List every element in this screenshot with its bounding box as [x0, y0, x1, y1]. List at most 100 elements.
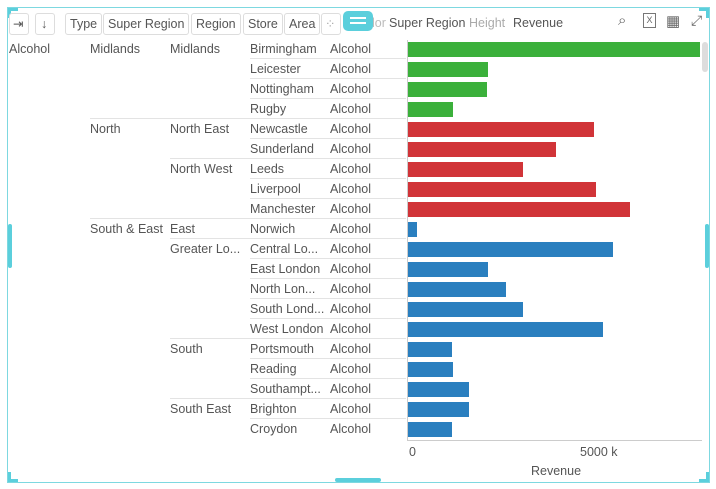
store-cell: Sunderland [250, 142, 314, 156]
add-column-button[interactable]: ⇥ [9, 13, 29, 35]
type-cell: Alcohol [9, 42, 50, 56]
bar-norwich[interactable] [408, 222, 418, 237]
row-divider [250, 418, 406, 419]
region-cell: South [170, 342, 203, 356]
area-cell: Alcohol [330, 342, 371, 356]
table-icon[interactable]: ▦ [666, 13, 681, 30]
store-cell: East London [250, 262, 321, 276]
bar-croydon[interactable] [408, 422, 453, 437]
row-divider [250, 178, 406, 179]
bar-leicester[interactable] [408, 62, 488, 77]
visual-frame [7, 7, 710, 483]
bar-sunderland[interactable] [408, 142, 556, 157]
store-cell: Norwich [250, 222, 296, 236]
expand-icon[interactable]: ⤢ [691, 12, 703, 28]
row-divider [170, 238, 406, 239]
store-cell: Leicester [250, 62, 301, 76]
region-cell: Midlands [170, 42, 221, 56]
store-cell: North Lon... [250, 282, 316, 296]
row-divider [250, 378, 406, 379]
bar-south-lond-[interactable] [408, 302, 524, 317]
store-cell: Reading [250, 362, 297, 376]
area-cell: Alcohol [330, 162, 371, 176]
row-divider [250, 318, 406, 319]
bar-rugby[interactable] [408, 102, 453, 117]
x-axis-label: Revenue [531, 464, 582, 478]
row-divider [250, 358, 406, 359]
search-icon[interactable]: ⌕ [618, 12, 627, 29]
area-cell: Alcohol [330, 262, 371, 276]
store-cell: Southampt... [250, 382, 321, 396]
resize-handle[interactable] [699, 8, 709, 18]
x-tick-5000k: 5000 k [580, 445, 618, 459]
row-divider [250, 198, 406, 199]
bar-west-london[interactable] [408, 322, 603, 337]
bar-east-london[interactable] [408, 262, 488, 277]
scatter-add-icon: ⁘ [325, 17, 336, 31]
store-cell: South Lond... [250, 302, 325, 316]
area-cell: Alcohol [330, 142, 371, 156]
chip-area[interactable]: Area [284, 13, 321, 35]
bar-portsmouth[interactable] [408, 342, 453, 357]
bar-newcastle[interactable] [408, 122, 594, 137]
area-cell: Alcohol [330, 402, 371, 416]
store-cell: Leeds [250, 162, 285, 176]
bar-central-lo-[interactable] [408, 242, 613, 257]
area-cell: Alcohol [330, 202, 371, 216]
store-cell: Manchester [250, 202, 316, 216]
area-cell: Alcohol [330, 42, 371, 56]
y-axis-line [407, 40, 408, 440]
area-cell: Alcohol [330, 382, 371, 396]
area-cell: Alcohol [330, 102, 371, 116]
scatter-add-button[interactable]: ⁘ [321, 13, 341, 35]
resize-handle-right[interactable] [705, 224, 709, 268]
store-cell: Newcastle [250, 122, 308, 136]
height-label: Height [469, 16, 506, 30]
x-axis-line [407, 440, 702, 441]
area-cell: Alcohol [330, 242, 371, 256]
bar-birmingham[interactable] [408, 42, 700, 57]
add-column-icon: ⇥ [13, 17, 24, 31]
resize-handle-left[interactable] [8, 224, 12, 268]
super-region-cell: South & East [90, 222, 163, 236]
bar-leeds[interactable] [408, 162, 524, 177]
region-cell: North West [170, 162, 233, 176]
area-cell: Alcohol [330, 122, 371, 136]
bar-reading[interactable] [408, 362, 453, 377]
store-cell: Rugby [250, 102, 287, 116]
drag-handle[interactable] [343, 11, 373, 31]
resize-handle[interactable] [8, 472, 18, 482]
sort-button[interactable]: ↓ [35, 13, 55, 35]
chip-region[interactable]: Region [191, 13, 241, 35]
chip-type[interactable]: Type [65, 13, 103, 35]
region-cell: South East [170, 402, 232, 416]
bar-north-lon-[interactable] [408, 282, 507, 297]
bar-liverpool[interactable] [408, 182, 597, 197]
chip-store[interactable]: Store [243, 13, 283, 35]
store-cell: West London [250, 322, 324, 336]
bar-manchester[interactable] [408, 202, 630, 217]
bar-nottingham[interactable] [408, 82, 488, 97]
bar-southampt-[interactable] [408, 382, 469, 397]
area-cell: Alcohol [330, 82, 371, 96]
row-divider [250, 258, 406, 259]
scrollbar[interactable] [702, 42, 708, 72]
sort-icon: ↓ [41, 17, 48, 31]
store-cell: Portsmouth [250, 342, 314, 356]
store-cell: Liverpool [250, 182, 301, 196]
row-divider [90, 218, 406, 219]
row-divider [90, 118, 406, 119]
region-cell: North East [170, 122, 230, 136]
area-cell: Alcohol [330, 422, 371, 436]
color-value[interactable]: Super Region [389, 16, 466, 30]
super-region-cell: Midlands [90, 42, 141, 56]
bar-brighton[interactable] [408, 402, 469, 417]
area-cell: Alcohol [330, 62, 371, 76]
resize-handle[interactable] [699, 472, 709, 482]
excel-icon[interactable]: X [643, 13, 656, 28]
row-divider [250, 58, 406, 59]
row-divider [170, 398, 406, 399]
height-value[interactable]: Revenue [513, 16, 564, 30]
chip-super-region[interactable]: Super Region [103, 13, 190, 35]
resize-handle-bottom[interactable] [335, 478, 381, 482]
